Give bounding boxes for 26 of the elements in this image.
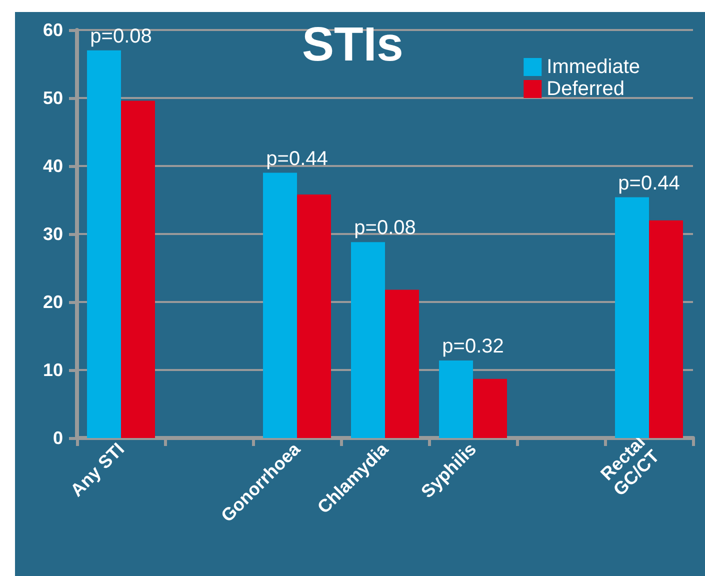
annotation: p=0.08 [90, 25, 152, 48]
bar [649, 220, 683, 438]
y-tick-label: 50 [42, 88, 63, 108]
x-tick-label: Any STI [66, 438, 128, 500]
y-tick-label: 40 [42, 156, 63, 176]
y-tick-label: 30 [42, 224, 63, 244]
bar [385, 290, 419, 438]
annotation: p=0.32 [442, 335, 504, 358]
bar [121, 100, 155, 438]
legend-label: Immediate [546, 56, 640, 78]
y-tick-label: 10 [42, 360, 63, 380]
y-tick-label: 0 [52, 428, 63, 448]
bar [351, 242, 385, 438]
y-tick-label: 60 [42, 20, 63, 40]
bar [439, 360, 473, 438]
chart-title: STIs [302, 18, 404, 72]
annotation: p=0.44 [618, 172, 680, 194]
bar [615, 197, 649, 438]
y-tick-label: 20 [42, 292, 63, 312]
annotation: p=0.08 [354, 217, 416, 240]
bar [297, 194, 331, 438]
bar [473, 378, 507, 438]
bar [87, 50, 121, 438]
bar [263, 172, 297, 438]
annotation: p=0.44 [266, 148, 328, 170]
legend-label: Deferred [546, 78, 624, 100]
